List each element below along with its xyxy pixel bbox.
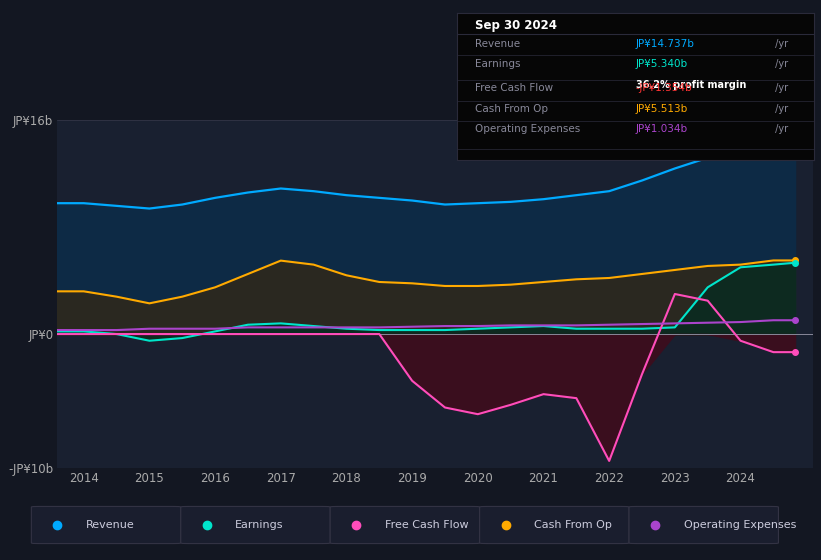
Text: Sep 30 2024: Sep 30 2024	[475, 19, 557, 32]
FancyBboxPatch shape	[629, 506, 778, 544]
Text: Operating Expenses: Operating Expenses	[475, 124, 580, 134]
Text: /yr: /yr	[772, 39, 787, 49]
Text: -JP¥1.354b: -JP¥1.354b	[636, 83, 692, 93]
FancyBboxPatch shape	[181, 506, 330, 544]
Text: /yr: /yr	[772, 59, 787, 69]
Text: JP¥5.513b: JP¥5.513b	[636, 104, 688, 114]
Text: /yr: /yr	[772, 83, 787, 93]
Text: Earnings: Earnings	[475, 59, 521, 69]
Text: Free Cash Flow: Free Cash Flow	[385, 520, 468, 530]
Text: Earnings: Earnings	[236, 520, 284, 530]
Text: Free Cash Flow: Free Cash Flow	[475, 83, 553, 93]
Text: Revenue: Revenue	[86, 520, 135, 530]
Text: /yr: /yr	[772, 104, 787, 114]
Text: Cash From Op: Cash From Op	[475, 104, 548, 114]
Text: Cash From Op: Cash From Op	[534, 520, 612, 530]
Text: JP¥5.340b: JP¥5.340b	[636, 59, 688, 69]
Text: Revenue: Revenue	[475, 39, 521, 49]
Text: /yr: /yr	[772, 124, 787, 134]
FancyBboxPatch shape	[31, 506, 181, 544]
Text: 36.2% profit margin: 36.2% profit margin	[636, 80, 746, 90]
Text: JP¥14.737b: JP¥14.737b	[636, 39, 695, 49]
FancyBboxPatch shape	[479, 506, 629, 544]
Text: JP¥1.034b: JP¥1.034b	[636, 124, 688, 134]
FancyBboxPatch shape	[330, 506, 479, 544]
Text: Operating Expenses: Operating Expenses	[684, 520, 796, 530]
